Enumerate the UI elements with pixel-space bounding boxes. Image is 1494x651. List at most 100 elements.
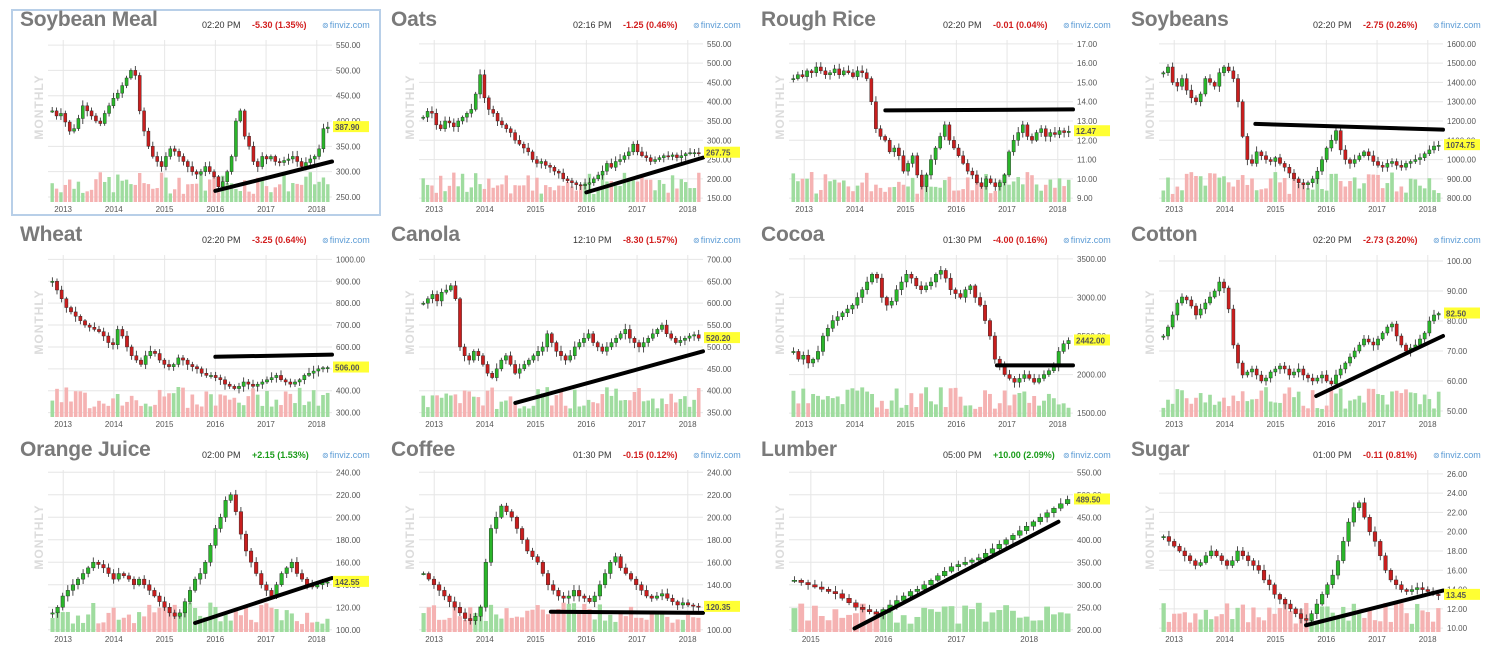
volume-bar: [1007, 184, 1011, 202]
volume-bar: [929, 401, 933, 417]
volume-bar: [260, 405, 265, 417]
finviz-link[interactable]: ⊚finviz.com: [1063, 20, 1111, 30]
volume-bar: [1203, 402, 1208, 417]
chart-panel-soybeans[interactable]: 1600.001500.001400.001300.001200.001100.…: [1123, 8, 1491, 215]
finviz-link[interactable]: ⊚finviz.com: [1433, 450, 1481, 460]
candle-body: [481, 355, 485, 365]
x-tick-label: 2018: [1049, 420, 1067, 429]
finviz-link[interactable]: ⊚finviz.com: [1433, 20, 1481, 30]
volume-bar: [63, 184, 67, 202]
chart-panel-canola[interactable]: 700.00 650.00 600.00 550.00 500.00 450.00 400.…: [383, 223, 751, 430]
volume-bar: [879, 400, 884, 417]
candle-body: [1043, 128, 1048, 137]
volume-bar: [1351, 603, 1356, 632]
candle-body: [1372, 531, 1378, 542]
candle-body: [613, 161, 618, 168]
y-tick-label: 50.00: [1447, 407, 1468, 416]
timestamp: 02:20 PM: [1313, 20, 1352, 30]
chart-panel-soybean-meal[interactable]: 550.00500.00450.00400.00350.00300.00250.…: [11, 8, 381, 216]
chart-panel-oats[interactable]: 550.00 500.00 450.00 400.00 350.00 300.00 250.…: [383, 8, 751, 215]
candle-body: [96, 562, 101, 565]
x-tick-label: 2015: [897, 205, 915, 214]
finviz-link[interactable]: ⊚finviz.com: [693, 450, 741, 460]
y-tick-label: 700.00: [707, 255, 732, 264]
chart-panel-lumber[interactable]: 550.00500.00450.00400.00350.00300.00250.…: [753, 438, 1121, 645]
candle-body: [295, 156, 299, 162]
volume-bar: [1399, 393, 1404, 417]
volume-bar: [874, 184, 878, 202]
candle-body: [277, 161, 282, 163]
chart-panel-wheat[interactable]: 1000.00900.00800.00700.00600.00500.00400…: [12, 223, 380, 430]
volume-bar: [157, 389, 162, 417]
candle-body: [664, 324, 669, 335]
chart-svg: 240.00220.00200.00180.00160.00140.00120.…: [419, 468, 740, 644]
candle-body: [1027, 374, 1032, 379]
chart-panel-rough-rice[interactable]: 17.00 16.00 15.00 14.00 13.00 12.00 11.00 10.00…: [753, 8, 1121, 215]
volume-bar: [878, 187, 883, 202]
trendline: [548, 609, 705, 615]
candle-body: [988, 178, 993, 183]
candle-body: [111, 573, 116, 580]
volume-bar: [1357, 395, 1362, 417]
candle-body: [81, 573, 86, 580]
finviz-link[interactable]: ⊚finviz.com: [693, 20, 741, 30]
candle-body: [1324, 147, 1329, 160]
candle-body: [577, 590, 582, 597]
finviz-link[interactable]: ⊚finviz.com: [1063, 450, 1111, 460]
candle-body: [457, 607, 462, 614]
volume-bar: [644, 179, 648, 202]
candle-body: [1315, 170, 1320, 180]
candle-body: [1042, 374, 1046, 379]
candle-body: [1334, 130, 1338, 141]
finviz-link[interactable]: ⊚finviz.com: [322, 20, 370, 30]
volume-bar: [106, 405, 111, 417]
candle-body: [1293, 608, 1298, 614]
candle-body: [1222, 66, 1226, 73]
timestamp: 02:16 PM: [573, 20, 612, 30]
x-tick-label: 2015: [527, 420, 545, 429]
candle-body: [811, 358, 816, 364]
candle-body: [1020, 124, 1025, 133]
volume-bar: [1209, 619, 1214, 632]
volume-bar: [907, 623, 914, 632]
volume-bar: [921, 607, 928, 632]
candle-body: [172, 612, 177, 617]
volume-bar: [855, 390, 860, 417]
volume-bar: [487, 178, 491, 202]
volume-bar: [993, 190, 998, 202]
candle-body: [1310, 178, 1315, 183]
finviz-link[interactable]: ⊚finviz.com: [1063, 235, 1111, 245]
candle-body: [120, 85, 124, 94]
finviz-link[interactable]: ⊚finviz.com: [322, 450, 370, 460]
volume-bar: [1329, 173, 1334, 202]
period-label: MONTHLY: [403, 289, 417, 355]
volume-bar: [669, 393, 673, 417]
chart-panel-cocoa[interactable]: 3500.003000.002500.002000.001500.0020132…: [753, 223, 1121, 430]
candle-body: [840, 312, 845, 317]
price-change: -3.25 (0.64%): [252, 235, 307, 245]
volume-bar: [439, 397, 444, 417]
finviz-link[interactable]: ⊚finviz.com: [693, 235, 741, 245]
volume-bar: [437, 619, 442, 632]
candle-body: [111, 98, 116, 107]
candle-body: [592, 178, 596, 183]
candle-body: [687, 335, 692, 339]
finviz-link[interactable]: ⊚finviz.com: [1433, 235, 1481, 245]
finviz-link[interactable]: ⊚finviz.com: [322, 235, 370, 245]
chart-panel-orange-juice[interactable]: 240.00220.00200.00180.00160.00140.00120.…: [12, 438, 380, 645]
chart-panel-coffee[interactable]: 240.00220.00200.00180.00160.00140.00120.…: [383, 438, 751, 645]
candle-body: [1003, 539, 1009, 545]
trendline: [1253, 121, 1445, 132]
candle-body: [1334, 374, 1338, 385]
candle-body: [494, 517, 499, 529]
x-tick-label: 2014: [105, 205, 123, 214]
candle-body: [1177, 545, 1182, 552]
volume-bar: [809, 172, 814, 202]
candle-body: [545, 333, 550, 348]
volume-bar: [941, 606, 948, 632]
chart-panel-cotton[interactable]: 100.00 90.00 80.00 70.00 60.00 50.00 2013 2014 2…: [1123, 223, 1491, 430]
candle-body: [151, 146, 155, 157]
chart-panel-sugar[interactable]: 26.0024.0022.0020.0018.0016.0014.0012.00…: [1123, 438, 1491, 645]
candle-body: [1335, 560, 1341, 576]
price-change: +10.00 (2.09%): [993, 450, 1055, 460]
